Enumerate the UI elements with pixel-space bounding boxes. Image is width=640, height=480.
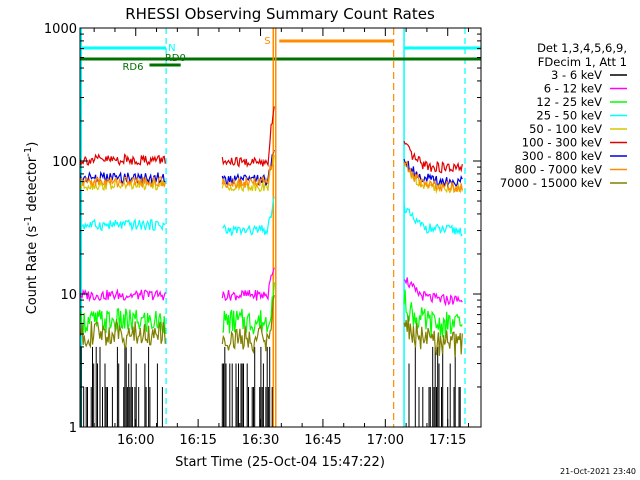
series-line	[403, 161, 463, 194]
chart-title: RHESSI Observing Summary Count Rates	[125, 5, 435, 23]
saa2-flag-label: S	[264, 36, 270, 47]
rd6-flag-label: RD6	[122, 62, 143, 73]
series-line	[403, 277, 463, 307]
legend: Det 1,3,4,5,6,9, FDecim 1, Att 1 3 - 6 k…	[500, 41, 627, 190]
series-line	[79, 218, 166, 232]
series-line	[403, 289, 463, 338]
axes: 16:00 16:15 16:30 16:45 17:00 17:15 1 10 100 1000	[44, 22, 481, 448]
x-tick-label: 16:15	[179, 433, 216, 448]
legend-header-line2: FDecim 1, Att 1	[538, 55, 627, 69]
series-line	[403, 158, 463, 188]
legend-label: 7000 - 15000 keV	[500, 176, 602, 190]
series-line	[79, 176, 166, 189]
legend-label: 12 - 25 keV	[536, 95, 602, 109]
y-tick-label: 1000	[44, 22, 77, 37]
legend-label: 300 - 800 keV	[522, 149, 602, 163]
y-axis-label: Count Rate (s-1 detector-1)	[23, 142, 40, 315]
footer-timestamp: 21-Oct-2021 23:40	[560, 467, 636, 476]
x-axis-label: Start Time (25-Oct-04 15:47:22)	[175, 455, 385, 470]
series-line	[222, 282, 275, 335]
series-line	[79, 288, 166, 303]
series-line	[221, 148, 275, 189]
x-tick-label: 16:45	[304, 433, 341, 448]
x-tick-label: 17:00	[367, 433, 404, 448]
y-tick-label: 1	[69, 421, 77, 436]
series-line	[403, 140, 463, 174]
series-line	[221, 294, 275, 355]
x-tick-label: 16:00	[117, 433, 154, 448]
series-line	[403, 202, 463, 238]
series-line	[79, 307, 166, 336]
legend-label: 50 - 100 keV	[529, 122, 602, 136]
series-line	[79, 153, 166, 167]
y-tick-label: 10	[60, 288, 77, 303]
series-line	[222, 196, 275, 237]
legend-label: 6 - 12 keV	[544, 82, 602, 96]
x-tick-label: 16:30	[242, 433, 279, 448]
series-line	[79, 170, 166, 185]
rd0-flag-label: RD0	[165, 53, 186, 64]
series-line	[79, 318, 166, 349]
plot-frame	[79, 27, 482, 428]
x-tick-label: 17:15	[429, 433, 466, 448]
y-tick-label: 100	[52, 155, 77, 170]
legend-header-line1: Det 1,3,4,5,6,9,	[537, 41, 627, 55]
series-line	[221, 149, 275, 187]
series-line	[403, 315, 463, 358]
legend-label: 3 - 6 keV	[551, 68, 602, 82]
series-line	[221, 106, 275, 169]
legend-label: 100 - 300 keV	[522, 136, 602, 150]
saa-flag-label: N	[168, 43, 175, 54]
legend-label: 800 - 7000 keV	[514, 163, 602, 177]
legend-label: 25 - 50 keV	[536, 109, 602, 123]
series-line	[221, 267, 275, 302]
